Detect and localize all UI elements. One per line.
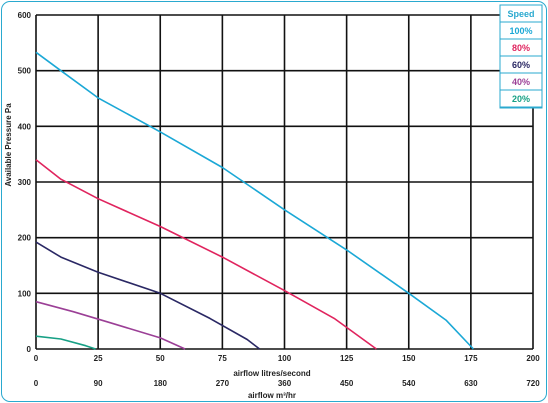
x-tick-label: 175 bbox=[464, 354, 478, 363]
y-tick-label: 300 bbox=[18, 178, 32, 187]
x-tick-label: 0 bbox=[34, 354, 39, 363]
legend-entry-label: 80% bbox=[512, 43, 530, 53]
legend-entry-label: 20% bbox=[512, 94, 530, 104]
fan-curves bbox=[35, 51, 474, 350]
y-tick-label: 500 bbox=[18, 67, 32, 76]
series-line-100pct bbox=[35, 51, 474, 350]
y-tick-label: 200 bbox=[18, 234, 32, 243]
x2-tick-label: 0 bbox=[34, 379, 39, 388]
x-tick-label: 25 bbox=[94, 354, 103, 363]
x2-tick-label: 90 bbox=[94, 379, 103, 388]
legend-entry-label: 60% bbox=[512, 60, 530, 70]
series-line-80pct bbox=[35, 159, 377, 350]
y-tick-label: 100 bbox=[18, 289, 32, 298]
legend-entry-label: 100% bbox=[509, 26, 532, 36]
series-line-40pct bbox=[35, 300, 186, 350]
series-line-60pct bbox=[35, 241, 261, 350]
y-tick-label: 600 bbox=[18, 11, 32, 20]
x-tick-label: 100 bbox=[278, 354, 292, 363]
grid bbox=[35, 14, 534, 350]
x2-tick-label: 180 bbox=[154, 379, 168, 388]
x2-tick-label: 720 bbox=[526, 379, 540, 388]
x-tick-label: 50 bbox=[156, 354, 165, 363]
legend-entry-box bbox=[499, 89, 543, 108]
legend: Speed 100% 80% 60% 40% 20% bbox=[499, 4, 543, 109]
x-axis-title: airflow litres/second bbox=[233, 369, 310, 378]
x2-axis-title: airflow m³/hr bbox=[248, 391, 296, 400]
x2-tick-label: 540 bbox=[402, 379, 416, 388]
y-tick-label: 400 bbox=[18, 122, 32, 131]
x2-tick-label: 630 bbox=[464, 379, 478, 388]
x-tick-label: 75 bbox=[218, 354, 227, 363]
y-axis-title: Available Pressure Pa bbox=[4, 103, 13, 187]
series-line-20pct bbox=[35, 335, 96, 350]
x-tick-label: 125 bbox=[340, 354, 354, 363]
y-tick-label: 0 bbox=[27, 345, 32, 354]
x-tick-label: 200 bbox=[526, 354, 540, 363]
x-tick-label: 150 bbox=[402, 354, 416, 363]
x2-tick-label: 450 bbox=[340, 379, 354, 388]
legend-title: Speed bbox=[507, 9, 534, 19]
x2-tick-label: 360 bbox=[278, 379, 292, 388]
tick-labels: 0 25 50 75 100 125 150 175 200 0 90 180 270 360 450 540… bbox=[18, 11, 541, 388]
x2-tick-label: 270 bbox=[216, 379, 230, 388]
legend-entry-label: 40% bbox=[512, 77, 530, 87]
